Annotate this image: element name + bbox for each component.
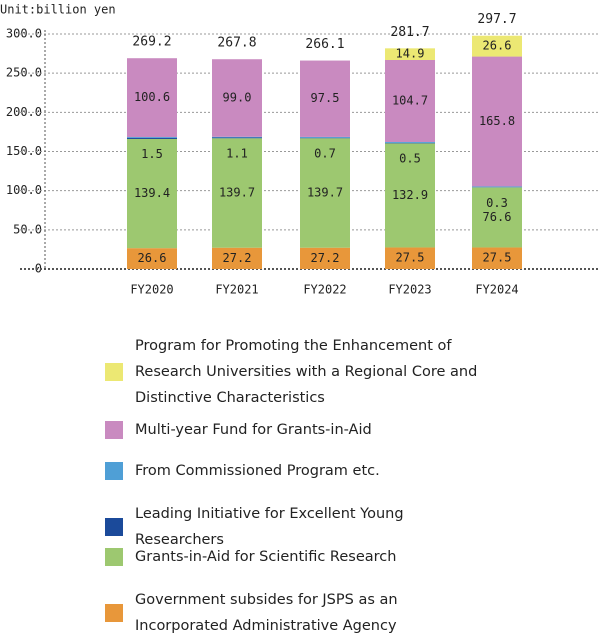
total-label: 266.1 <box>305 37 344 52</box>
chart: Unit:billion yen 050.0100.0150.0200.0250… <box>0 0 600 310</box>
value-label: 104.7 <box>392 94 428 108</box>
value-label: 139.4 <box>134 186 170 200</box>
legend-item: Grants-in-Aid for Scientific Research <box>105 544 485 570</box>
value-label: 27.5 <box>396 251 425 265</box>
value-label: 0.7 <box>314 146 336 160</box>
x-tick-label: FY2020 <box>130 283 173 297</box>
x-tick-label: FY2022 <box>303 283 346 297</box>
value-label: 1.5 <box>141 147 163 161</box>
value-label: 14.9 <box>396 47 425 61</box>
value-label: 165.8 <box>479 114 515 128</box>
bar-segment <box>300 138 350 139</box>
legend-label: Government subsides for JSPS as an Incor… <box>135 587 485 639</box>
legend-item: Program for Promoting the Enhancement of… <box>105 333 485 411</box>
legend-swatch <box>105 462 123 480</box>
value-label: 27.2 <box>223 251 252 265</box>
value-label: 27.5 <box>483 251 512 265</box>
unit-label: Unit:billion yen <box>0 3 116 17</box>
value-label: 97.5 <box>311 91 340 105</box>
legend-swatch <box>105 604 123 622</box>
legend-label: From Commissioned Program etc. <box>135 458 485 484</box>
total-label: 267.8 <box>217 36 256 51</box>
value-label: 132.9 <box>392 188 428 202</box>
value-label: 0.3 <box>486 196 508 210</box>
legend-item: Government subsides for JSPS as an Incor… <box>105 587 485 639</box>
total-label: 297.7 <box>477 12 516 27</box>
value-label: 100.6 <box>134 90 170 104</box>
bar-segment <box>385 142 435 143</box>
bar-segment <box>127 137 177 138</box>
bar-segment <box>212 137 262 138</box>
value-label: 27.2 <box>311 251 340 265</box>
x-tick-label: FY2021 <box>215 283 258 297</box>
value-label: 76.6 <box>483 210 512 224</box>
bar-segment <box>300 137 350 138</box>
x-tick-label: FY2024 <box>475 283 518 297</box>
legend-item: Multi-year Fund for Grants-in-Aid <box>105 417 485 443</box>
legend-swatch <box>105 363 123 381</box>
x-tick-label: FY2023 <box>388 283 431 297</box>
legend-label: Multi-year Fund for Grants-in-Aid <box>135 417 485 443</box>
bar-segment <box>127 138 177 139</box>
value-label: 26.6 <box>483 39 512 53</box>
legend-label: Grants-in-Aid for Scientific Research <box>135 544 485 570</box>
bar-segment <box>212 137 262 138</box>
legend-label: Program for Promoting the Enhancement of… <box>135 333 485 411</box>
value-label: 0.5 <box>399 152 421 166</box>
legend-swatch <box>105 518 123 536</box>
value-label: 1.1 <box>226 146 248 160</box>
value-label: 139.7 <box>219 185 255 199</box>
value-label: 99.0 <box>223 90 252 104</box>
total-label: 281.7 <box>390 25 429 40</box>
legend-item: From Commissioned Program etc. <box>105 458 485 484</box>
legend-swatch <box>105 421 123 439</box>
legend-swatch <box>105 548 123 566</box>
value-label: 26.6 <box>138 251 167 265</box>
total-label: 269.2 <box>132 35 171 50</box>
bar-segment <box>472 186 522 187</box>
value-label: 139.7 <box>307 185 343 199</box>
